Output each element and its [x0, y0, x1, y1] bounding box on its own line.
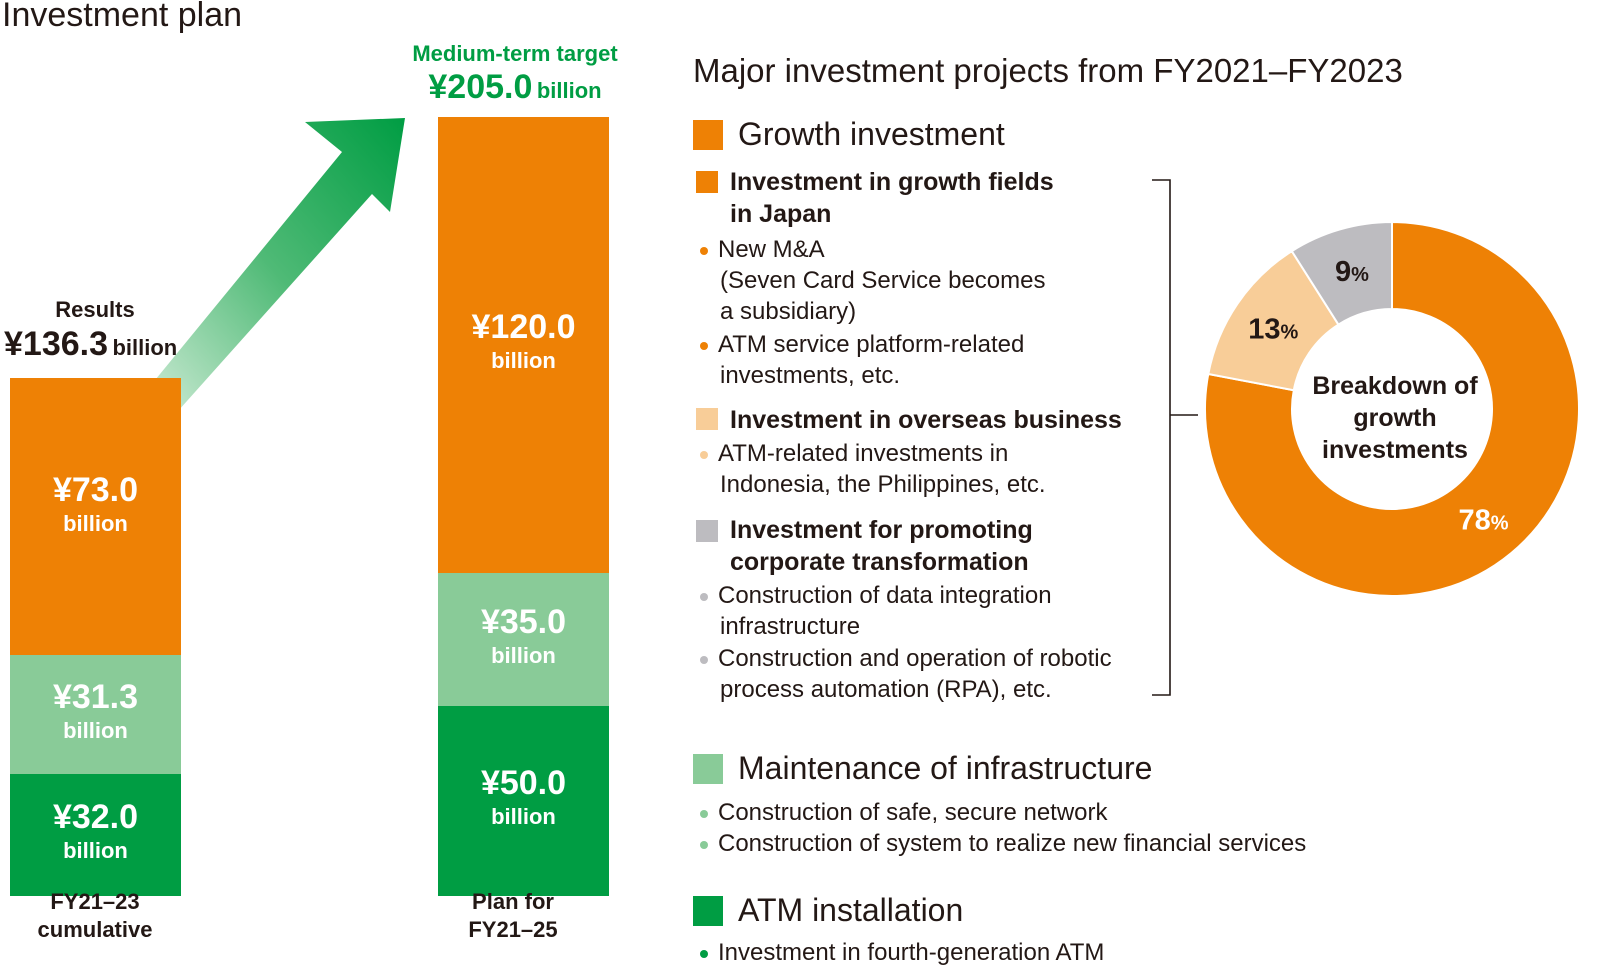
donut-percent-label: 9% [1335, 256, 1369, 288]
results-total: ¥136.3 billion [4, 325, 178, 363]
donut-chart: 78% 13% 9% [1205, 222, 1580, 597]
bar-value-label: ¥120.0 billion [471, 308, 576, 373]
maintenance-heading: Maintenance of infrastructure [738, 750, 1153, 786]
maintenance-items: Construction of safe, secure network Con… [700, 797, 1306, 859]
bullet-icon [700, 655, 708, 664]
donut-slice [1290, 222, 1393, 326]
bullet-icon [700, 949, 708, 958]
page-title: Investment plan [2, 0, 243, 34]
bar-value-label: ¥32.0 billion [52, 798, 139, 864]
bullet-icon [700, 809, 708, 818]
japan-heading: Investment in growth fields in Japan [730, 168, 1054, 228]
overseas-heading: Investment in overseas business [730, 406, 1122, 434]
growth-arrow-icon [142, 118, 405, 420]
atm-items: Investment in fourth-generation ATM [700, 937, 1104, 968]
bar-segment [438, 706, 609, 896]
atm-heading: ATM installation [738, 892, 964, 928]
donut-percent-label: 78% [1458, 505, 1508, 537]
bar-segment [10, 655, 181, 775]
bullet-icon [700, 341, 708, 350]
bar-value-label: ¥73.0 billion [52, 471, 139, 537]
japan-item-2: ATM service platform-related investments… [700, 329, 1024, 391]
target-total: ¥205.0 billion [428, 68, 602, 106]
corporate-item-2: Construction and operation of robotic pr… [700, 643, 1112, 705]
bar-segment [10, 774, 181, 896]
corporate-heading: Investment for promoting corporate transf… [730, 516, 1033, 576]
bracket-line [1152, 179, 1198, 696]
bullet-icon [700, 450, 708, 459]
overseas-item-1: ATM-related investments in Indonesia, th… [700, 438, 1046, 500]
bullet-icon [700, 592, 708, 601]
atm-legend-square [693, 896, 723, 926]
bar-value-label: ¥50.0 billion [480, 764, 567, 829]
japan-legend-square [696, 171, 718, 193]
bar-value-label: ¥31.3 billion [52, 677, 139, 743]
corporate-item-1: Construction of data integration infrast… [700, 580, 1052, 642]
donut-percent-label: 13% [1248, 313, 1298, 345]
bar-segment [438, 573, 609, 706]
bullet-icon [700, 246, 708, 255]
results-caption: FY21–23 cumulative [37, 889, 153, 942]
target-caption: Plan for FY21–25 [468, 889, 558, 942]
bar-segment [438, 117, 609, 573]
japan-item-1: New M&A (Seven Card Service becomes a su… [700, 234, 1045, 327]
bullet-icon [700, 840, 708, 849]
projects-title: Major investment projects from FY2021–FY… [693, 52, 1403, 89]
bar-segment [10, 378, 181, 656]
maintenance-legend-square [693, 754, 723, 784]
donut-slice [1205, 222, 1580, 597]
growth-legend-square [693, 120, 723, 150]
growth-heading: Growth investment [738, 116, 1005, 152]
corporate-legend-square [696, 520, 718, 542]
target-label: Medium-term target [412, 41, 618, 66]
bar-value-label: ¥35.0 billion [480, 602, 567, 668]
results-label: Results [55, 297, 135, 322]
overseas-legend-square [696, 408, 718, 430]
donut-center-label: Breakdown of growth investments [1312, 372, 1478, 464]
